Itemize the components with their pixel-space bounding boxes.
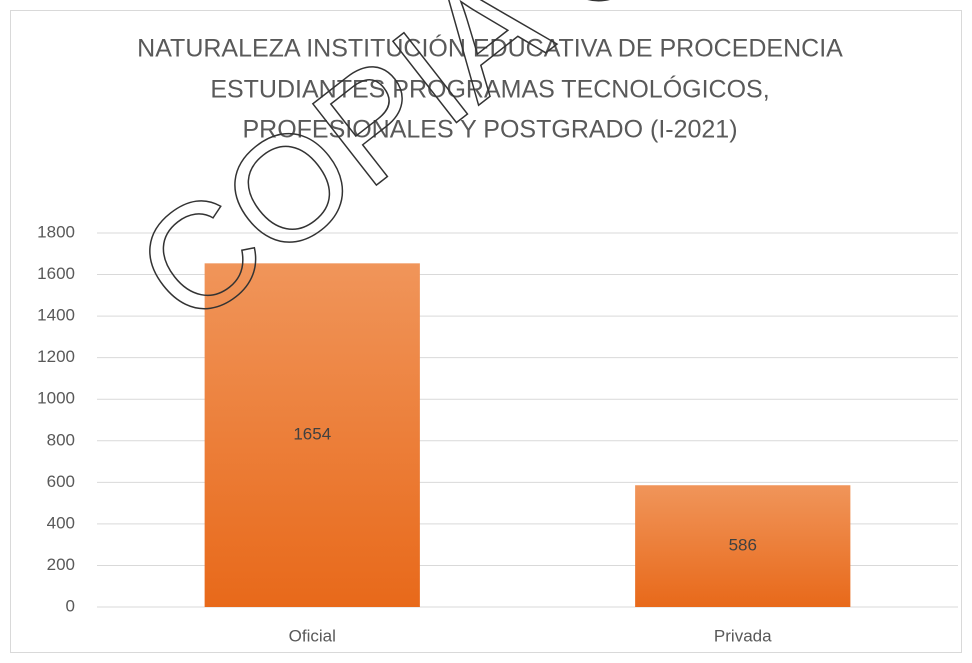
chart-title: NATURALEZA INSTITUCIÓN EDUCATIVA DE PROC… xyxy=(137,34,843,63)
y-tick-label: 1200 xyxy=(37,347,75,366)
chart-title: PROFESIONALES Y POSTGRADO (I-2021) xyxy=(242,116,737,144)
y-tick-label: 200 xyxy=(47,555,75,574)
x-tick-label: Oficial xyxy=(289,626,336,645)
y-tick-label: 1400 xyxy=(37,306,75,325)
data-label: 586 xyxy=(729,536,757,555)
y-tick-label: 1600 xyxy=(37,264,75,283)
y-tick-label: 600 xyxy=(47,472,75,491)
plot: 0 200 400 600 800 1000 1200 1400 1600 1800 Oficial… xyxy=(37,222,958,645)
chart-title: ESTUDIANTES PROGRAMAS TECNOLÓGICOS, xyxy=(210,75,769,104)
y-tick-label: 400 xyxy=(47,513,75,532)
y-tick-label: 1000 xyxy=(37,389,75,408)
bar xyxy=(635,485,851,607)
y-tick-label: 0 xyxy=(66,596,75,615)
bar xyxy=(204,263,420,607)
y-tick-label: 800 xyxy=(47,430,75,449)
y-tick-label: 1800 xyxy=(37,222,75,241)
data-label: 1654 xyxy=(293,425,331,444)
x-tick-label: Privada xyxy=(714,626,772,645)
